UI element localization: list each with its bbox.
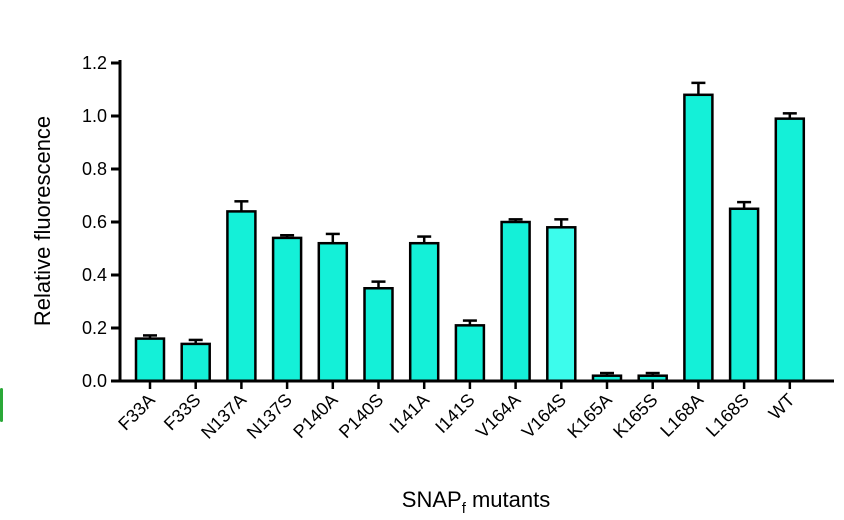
category-label-f33a: F33A [114,390,159,435]
category-label-i141s: I141S [431,390,478,437]
bar-v164a [500,220,531,383]
category-label-v164s: V164S [518,390,570,442]
bar-l168a [683,93,714,383]
y-axis-title: Relative fluorescence [30,116,55,326]
category-label-l168a: L168A [656,390,707,441]
y-tick-label: 1.0 [82,106,107,126]
category-label-l168s: L168S [702,390,753,441]
y-tick-label: 1.2 [82,53,107,73]
bar-i141s [454,324,486,383]
category-label-k165a: K165A [563,390,615,442]
bar-p140s [363,287,394,383]
category-label-p140a: P140A [289,390,341,442]
x-axis-title: SNAPf mutants [402,487,550,515]
y-tick-label: 0.8 [82,159,107,179]
category-label-n137s: N137S [243,390,296,443]
y-tick-label: 0.0 [82,371,107,391]
category-label-i141a: I141A [386,390,433,437]
bar-wt [774,117,806,383]
bar-n137s [271,236,303,383]
y-ticks-layer: 0.0 0.2 0.4 0.6 0.8 1.0 1.2 [82,53,120,391]
y-tick-label: 0.4 [82,265,107,285]
x-axis-title-suffix: mutants [466,487,550,512]
bar-n137a [226,210,257,383]
y-tick-label: 0.6 [82,212,107,232]
bar-v164s [546,226,577,383]
bar-i141a [408,241,440,383]
category-label-v164a: V164A [472,390,524,442]
y-tick-label: 0.2 [82,318,107,338]
edge-marker [0,388,3,422]
category-label-n137a: N137A [197,390,250,443]
bars-layer [134,93,806,383]
category-label-k165s: K165S [609,390,661,442]
bar-l168s [728,207,760,383]
category-label-p140s: P140S [335,390,387,442]
bar-f33s [180,342,211,383]
error-bars-layer [143,81,797,376]
x-ticks-layer: F33A F33SN137AN137SP140AP140SI141AI141SV1… [114,381,799,443]
x-axis-title-main: SNAP [402,487,462,512]
category-label-wt: WT [765,390,799,424]
x-axis-title-subscript: f [462,500,467,515]
bar-p140a [317,241,349,383]
bar-f33a [134,337,166,383]
